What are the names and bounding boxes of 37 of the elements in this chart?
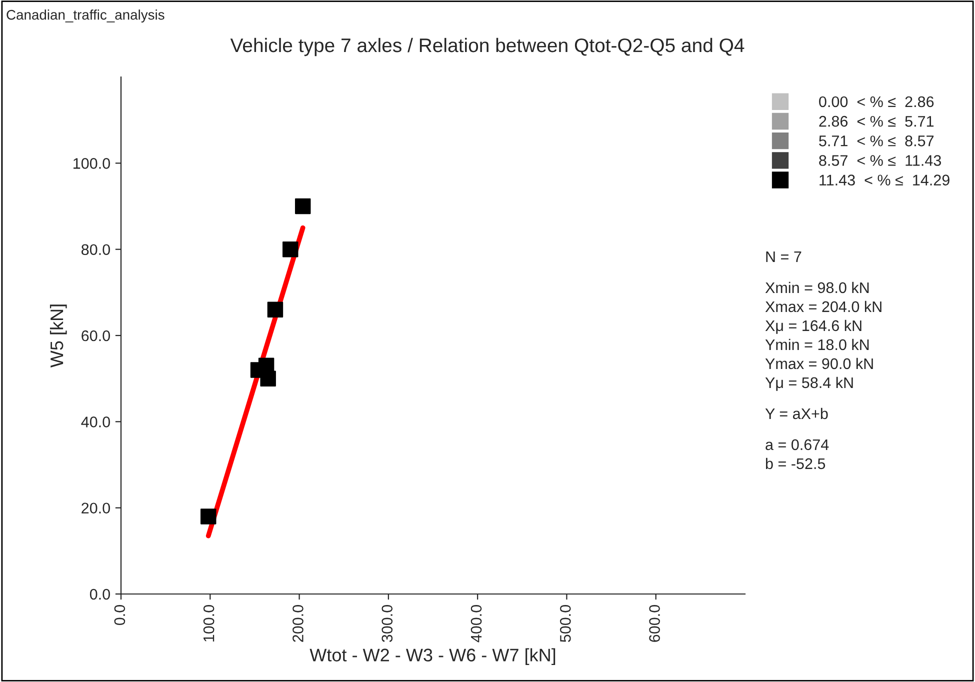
- x-tick-label: 400.0: [470, 605, 482, 642]
- x-tick-label: 500.0: [560, 605, 571, 642]
- chart-title: Vehicle type 7 axles / Relation between Qtot-Q2-Q5 and Q4: [230, 38, 744, 56]
- x-tick-label: 100.0: [203, 605, 214, 642]
- text: Ymin = 18.0 kN: [765, 338, 869, 350]
- x-tick-label: 300.0: [382, 605, 393, 642]
- y-tick-label: 40.0: [81, 416, 110, 428]
- x-axis-title: Wtot - W2 - W3 - W6 - W7 [kN]: [310, 648, 556, 666]
- text: b = -52.5: [766, 458, 826, 470]
- x-tick-label: 0.0: [114, 605, 126, 626]
- y-axis-title: W5 [kN]: [50, 304, 67, 368]
- text: a = 0.674: [766, 439, 829, 450]
- point: [267, 302, 284, 318]
- x-tick-label: 600.0: [649, 605, 660, 642]
- text: Y = aX+b: [765, 408, 828, 420]
- y-tick-label: 20.0: [82, 502, 110, 514]
- y-tick-label: 60.0: [82, 330, 110, 342]
- legend-label: 2.86 < % ≤ 5.71: [819, 116, 934, 127]
- text: Canadian_traffic_analysis: [6, 10, 164, 22]
- point: [282, 241, 298, 258]
- text: N = 7: [766, 251, 802, 262]
- point: [294, 198, 311, 214]
- legend-label: 5.71 < % ≤ 8.57: [819, 136, 934, 146]
- x-tick-label: 200.0: [292, 605, 304, 642]
- text: Xμ = 164.6 kN: [765, 320, 862, 334]
- point: [260, 370, 276, 386]
- y-tick-label: 100.0: [74, 158, 110, 169]
- legend-label: 0.00 < % ≤ 2.86: [819, 96, 934, 108]
- legend-label: 11.43 < % ≤ 14.29: [820, 174, 950, 186]
- legend-label: 8.57 < % ≤ 11.43: [819, 155, 941, 166]
- y-tick-label: 0.0: [90, 588, 110, 600]
- point: [200, 508, 216, 524]
- text: Ymax = 90.0 kN: [765, 358, 873, 370]
- text: Xmin = 98.0 kN: [765, 282, 869, 294]
- y-tick-label: 80.0: [82, 244, 110, 256]
- text: Xmax = 204.0 kN: [765, 300, 882, 312]
- text: Yμ = 58.4 kN: [765, 376, 853, 391]
